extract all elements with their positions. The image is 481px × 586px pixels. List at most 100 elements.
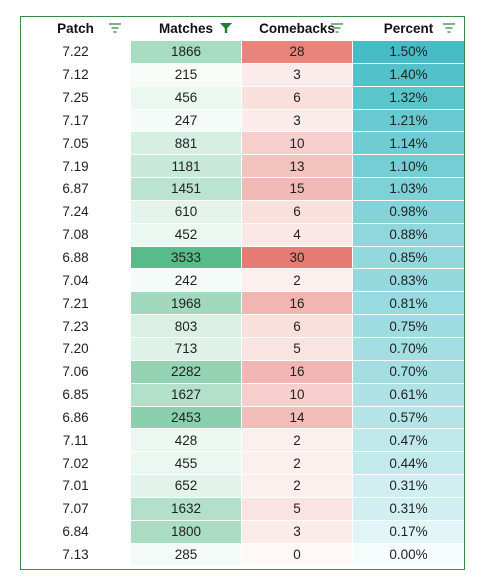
percent-cell[interactable]: 0.47%: [353, 429, 464, 452]
percent-cell[interactable]: 0.85%: [353, 246, 464, 269]
patch-cell[interactable]: 6.87: [21, 178, 131, 200]
patch-cell[interactable]: 7.22: [21, 41, 131, 63]
percent-cell[interactable]: 1.14%: [353, 132, 464, 155]
matches-cell[interactable]: 452: [131, 223, 242, 246]
comebacks-cell[interactable]: 2: [242, 475, 353, 497]
patch-cell[interactable]: 7.08: [21, 223, 131, 246]
patch-cell[interactable]: 7.07: [21, 497, 131, 520]
matches-cell[interactable]: 881: [131, 132, 242, 155]
matches-cell[interactable]: 455: [131, 452, 242, 475]
matches-cell[interactable]: 1627: [131, 383, 242, 406]
comebacks-cell[interactable]: 2: [242, 452, 353, 475]
percent-cell[interactable]: 0.44%: [353, 452, 464, 475]
matches-cell[interactable]: 1632: [131, 497, 242, 520]
comebacks-cell[interactable]: 16: [242, 292, 353, 315]
percent-cell[interactable]: 0.88%: [353, 223, 464, 246]
header-patch[interactable]: Patch: [21, 17, 131, 40]
percent-cell[interactable]: 0.57%: [353, 406, 464, 429]
percent-cell[interactable]: 0.17%: [353, 520, 464, 543]
patch-cell[interactable]: 7.02: [21, 452, 131, 475]
comebacks-cell[interactable]: 3: [242, 63, 353, 86]
matches-cell[interactable]: 285: [131, 543, 242, 566]
comebacks-cell[interactable]: 3: [242, 520, 353, 543]
matches-cell[interactable]: 242: [131, 269, 242, 292]
patch-cell[interactable]: 7.05: [21, 132, 131, 155]
patch-cell[interactable]: 7.11: [21, 429, 131, 452]
patch-cell[interactable]: 7.13: [21, 543, 131, 566]
comebacks-cell[interactable]: 16: [242, 360, 353, 383]
matches-cell[interactable]: 1968: [131, 292, 242, 315]
matches-cell[interactable]: 803: [131, 315, 242, 337]
percent-cell[interactable]: 1.03%: [353, 178, 464, 200]
matches-cell[interactable]: 1451: [131, 178, 242, 200]
percent-cell[interactable]: 1.21%: [353, 109, 464, 132]
matches-cell[interactable]: 3533: [131, 246, 242, 269]
comebacks-cell[interactable]: 10: [242, 383, 353, 406]
matches-cell[interactable]: 2282: [131, 360, 242, 383]
filter-active-icon[interactable]: [219, 22, 233, 34]
percent-cell[interactable]: 0.31%: [353, 475, 464, 497]
matches-cell[interactable]: 652: [131, 475, 242, 497]
percent-cell[interactable]: 1.32%: [353, 86, 464, 109]
matches-cell[interactable]: 2453: [131, 406, 242, 429]
comebacks-cell[interactable]: 6: [242, 86, 353, 109]
matches-cell[interactable]: 1800: [131, 520, 242, 543]
patch-cell[interactable]: 7.24: [21, 200, 131, 223]
patch-cell[interactable]: 7.20: [21, 337, 131, 360]
comebacks-cell[interactable]: 6: [242, 200, 353, 223]
patch-cell[interactable]: 7.17: [21, 109, 131, 132]
patch-cell[interactable]: 7.01: [21, 475, 131, 497]
percent-cell[interactable]: 0.98%: [353, 200, 464, 223]
percent-cell[interactable]: 1.50%: [353, 41, 464, 63]
comebacks-cell[interactable]: 28: [242, 41, 353, 63]
matches-cell[interactable]: 428: [131, 429, 242, 452]
matches-cell[interactable]: 456: [131, 86, 242, 109]
matches-cell[interactable]: 610: [131, 200, 242, 223]
comebacks-cell[interactable]: 10: [242, 132, 353, 155]
patch-cell[interactable]: 6.85: [21, 383, 131, 406]
percent-cell[interactable]: 0.81%: [353, 292, 464, 315]
comebacks-cell[interactable]: 5: [242, 497, 353, 520]
patch-cell[interactable]: 6.84: [21, 520, 131, 543]
patch-cell[interactable]: 7.12: [21, 63, 131, 86]
header-percent[interactable]: Percent: [353, 17, 464, 40]
patch-cell[interactable]: 7.06: [21, 360, 131, 383]
header-matches[interactable]: Matches: [131, 17, 242, 40]
percent-cell[interactable]: 0.31%: [353, 497, 464, 520]
comebacks-cell[interactable]: 6: [242, 315, 353, 337]
patch-cell[interactable]: 7.04: [21, 269, 131, 292]
matches-cell[interactable]: 1181: [131, 155, 242, 178]
matches-cell[interactable]: 713: [131, 337, 242, 360]
percent-cell[interactable]: 0.61%: [353, 383, 464, 406]
percent-cell[interactable]: 0.00%: [353, 543, 464, 566]
comebacks-cell[interactable]: 2: [242, 269, 353, 292]
comebacks-cell[interactable]: 14: [242, 406, 353, 429]
matches-cell[interactable]: 247: [131, 109, 242, 132]
percent-cell[interactable]: 0.83%: [353, 269, 464, 292]
percent-cell[interactable]: 0.70%: [353, 360, 464, 383]
filter-icon[interactable]: [442, 22, 456, 34]
percent-cell[interactable]: 1.40%: [353, 63, 464, 86]
percent-cell[interactable]: 0.75%: [353, 315, 464, 337]
patch-cell[interactable]: 7.19: [21, 155, 131, 178]
header-comebacks[interactable]: Comebacks: [242, 17, 353, 40]
patch-cell[interactable]: 7.25: [21, 86, 131, 109]
comebacks-cell[interactable]: 13: [242, 155, 353, 178]
patch-cell[interactable]: 7.23: [21, 315, 131, 337]
filter-icon[interactable]: [108, 22, 122, 34]
comebacks-cell[interactable]: 0: [242, 543, 353, 566]
patch-cell[interactable]: 6.88: [21, 246, 131, 269]
comebacks-cell[interactable]: 3: [242, 109, 353, 132]
comebacks-cell[interactable]: 2: [242, 429, 353, 452]
matches-cell[interactable]: 1866: [131, 41, 242, 63]
comebacks-cell[interactable]: 5: [242, 337, 353, 360]
comebacks-cell[interactable]: 4: [242, 223, 353, 246]
patch-cell[interactable]: 6.86: [21, 406, 131, 429]
filter-icon[interactable]: [330, 22, 344, 34]
patch-cell[interactable]: 7.21: [21, 292, 131, 315]
percent-cell[interactable]: 1.10%: [353, 155, 464, 178]
comebacks-cell[interactable]: 30: [242, 246, 353, 269]
matches-cell[interactable]: 215: [131, 63, 242, 86]
comebacks-cell[interactable]: 15: [242, 178, 353, 200]
percent-cell[interactable]: 0.70%: [353, 337, 464, 360]
